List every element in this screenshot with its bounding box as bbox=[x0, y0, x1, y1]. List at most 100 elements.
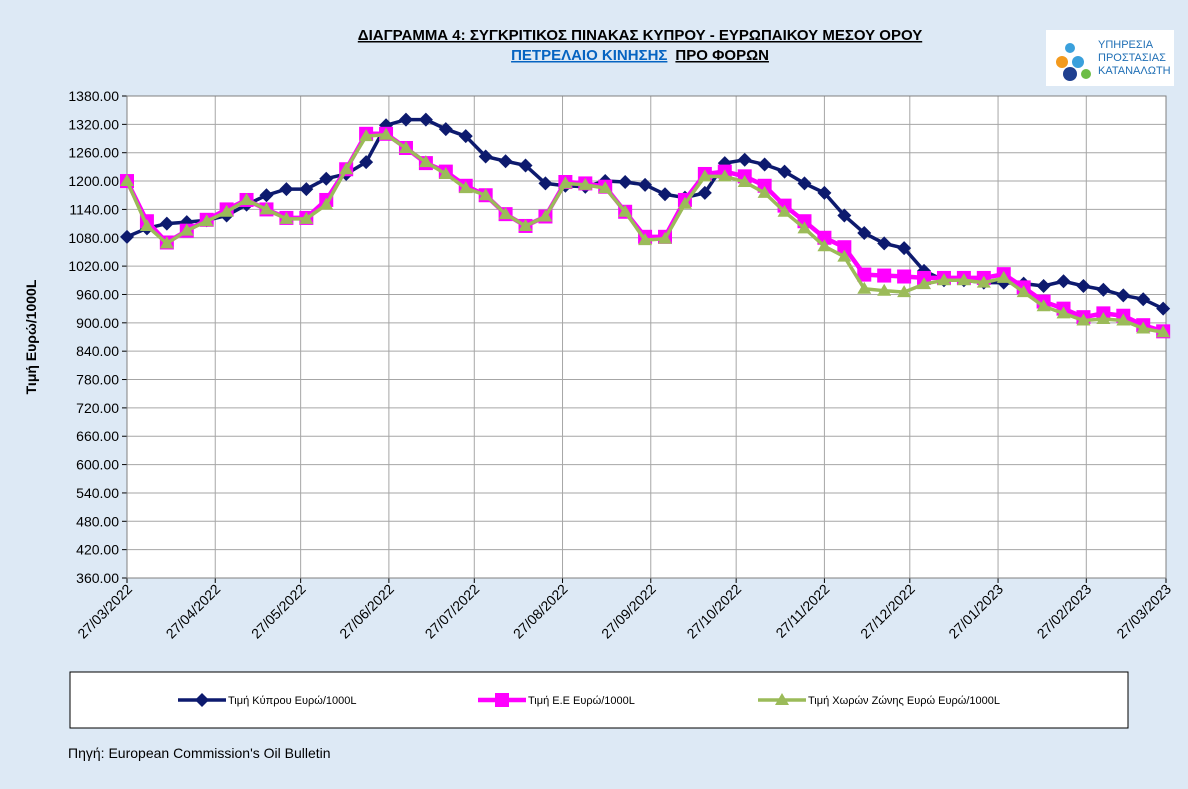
y-tick-label: 720.00 bbox=[76, 400, 119, 416]
marker bbox=[777, 164, 792, 179]
marker bbox=[797, 221, 812, 234]
legend-marker bbox=[495, 693, 509, 707]
marker bbox=[259, 188, 274, 203]
marker bbox=[996, 270, 1011, 283]
marker bbox=[1076, 278, 1091, 293]
y-tick-label: 1200.00 bbox=[68, 173, 119, 189]
marker bbox=[319, 171, 334, 186]
marker bbox=[219, 204, 234, 217]
y-axis-label: Τιμή Ευρώ/1000L bbox=[23, 279, 39, 394]
marker bbox=[737, 152, 752, 167]
marker bbox=[677, 196, 692, 209]
marker bbox=[418, 112, 433, 127]
y-tick-label: 600.00 bbox=[76, 457, 119, 473]
logo-dot bbox=[1065, 43, 1075, 53]
marker bbox=[658, 231, 673, 244]
marker bbox=[139, 218, 154, 231]
subtitle-text: ΠΡΟ ΦΟΡΩΝ bbox=[675, 47, 769, 64]
logo-dot bbox=[1056, 56, 1068, 68]
marker bbox=[498, 154, 513, 169]
marker bbox=[757, 185, 772, 198]
marker bbox=[398, 140, 413, 153]
logo-dot bbox=[1072, 56, 1084, 68]
marker bbox=[1036, 278, 1051, 293]
marker bbox=[299, 182, 314, 197]
chart-title: ΔΙΑΓΡΑΜΜΑ 4: ΣΥΓΚΡΙΤΙΚΟΣ ΠΙΝΑΚΑΣ ΚΥΠΡΟΥ … bbox=[358, 27, 922, 44]
marker bbox=[319, 197, 334, 210]
marker bbox=[956, 273, 971, 286]
marker bbox=[159, 236, 174, 249]
marker bbox=[717, 169, 732, 182]
marker bbox=[120, 229, 134, 244]
y-tick-label: 480.00 bbox=[76, 513, 119, 529]
marker bbox=[598, 181, 613, 194]
marker bbox=[438, 166, 453, 179]
y-tick-label: 1260.00 bbox=[68, 145, 119, 161]
marker bbox=[438, 122, 453, 137]
marker bbox=[299, 211, 314, 224]
y-tick-label: 1080.00 bbox=[68, 230, 119, 246]
marker bbox=[1096, 282, 1111, 297]
marker bbox=[518, 218, 533, 231]
marker bbox=[797, 176, 812, 191]
marker bbox=[1076, 313, 1091, 326]
marker bbox=[379, 127, 394, 140]
marker bbox=[159, 216, 174, 231]
marker bbox=[638, 233, 653, 246]
marker bbox=[1016, 285, 1031, 298]
logo-text: ΠΡΟΣΤΑΣΙΑΣ bbox=[1098, 52, 1166, 64]
marker bbox=[1056, 274, 1071, 289]
marker bbox=[458, 181, 473, 194]
y-tick-label: 1380.00 bbox=[68, 88, 119, 104]
y-tick-label: 960.00 bbox=[76, 286, 119, 302]
marker bbox=[199, 214, 214, 227]
y-tick-label: 900.00 bbox=[76, 315, 119, 331]
marker bbox=[857, 281, 872, 294]
marker bbox=[837, 249, 852, 262]
marker bbox=[737, 175, 752, 188]
plot-area bbox=[127, 96, 1166, 578]
legend-box bbox=[69, 671, 1129, 729]
marker bbox=[936, 273, 951, 286]
logo-text: ΚΑΤΑΝΑΛΩΤΗ bbox=[1098, 65, 1171, 77]
marker bbox=[398, 112, 413, 127]
marker bbox=[817, 185, 832, 200]
marker bbox=[658, 187, 673, 202]
marker bbox=[877, 283, 892, 296]
marker bbox=[976, 275, 991, 288]
logo: ΥΠΗΡΕΣΙΑ ΠΡΟΣΤΑΣΙΑΣ ΚΑΤΑΝΑΛΩΤΗ bbox=[1046, 30, 1174, 86]
marker bbox=[817, 239, 832, 252]
marker bbox=[359, 155, 374, 170]
marker bbox=[558, 176, 573, 189]
legend-label: Τιμή Χωρών Ζώνης Ευρώ Ευρώ/1000L bbox=[808, 695, 1000, 707]
y-tick-label: 840.00 bbox=[76, 343, 119, 359]
marker bbox=[578, 177, 593, 190]
marker bbox=[179, 223, 194, 236]
marker bbox=[1156, 301, 1171, 316]
marker bbox=[538, 176, 553, 191]
marker bbox=[359, 129, 374, 142]
marker bbox=[777, 204, 792, 217]
marker bbox=[538, 209, 553, 222]
marker bbox=[259, 202, 274, 215]
subtitle-link[interactable]: ΠΕΤΡΕΛΑΙΟ ΚΙΝΗΣΗΣ bbox=[511, 47, 667, 64]
y-tick-label: 540.00 bbox=[76, 485, 119, 501]
legend-marker bbox=[195, 693, 209, 707]
marker bbox=[897, 285, 912, 298]
y-tick-label: 360.00 bbox=[76, 570, 119, 586]
marker bbox=[1136, 321, 1151, 334]
marker bbox=[618, 175, 633, 190]
marker bbox=[917, 277, 932, 290]
marker bbox=[638, 177, 653, 192]
marker bbox=[279, 211, 294, 224]
marker bbox=[857, 267, 872, 282]
marker bbox=[239, 192, 254, 205]
marker bbox=[877, 236, 892, 251]
y-tick-label: 780.00 bbox=[76, 372, 119, 388]
marker bbox=[877, 268, 892, 283]
marker bbox=[618, 204, 633, 217]
marker bbox=[1116, 288, 1131, 303]
marker bbox=[697, 185, 712, 200]
marker bbox=[1136, 292, 1151, 307]
